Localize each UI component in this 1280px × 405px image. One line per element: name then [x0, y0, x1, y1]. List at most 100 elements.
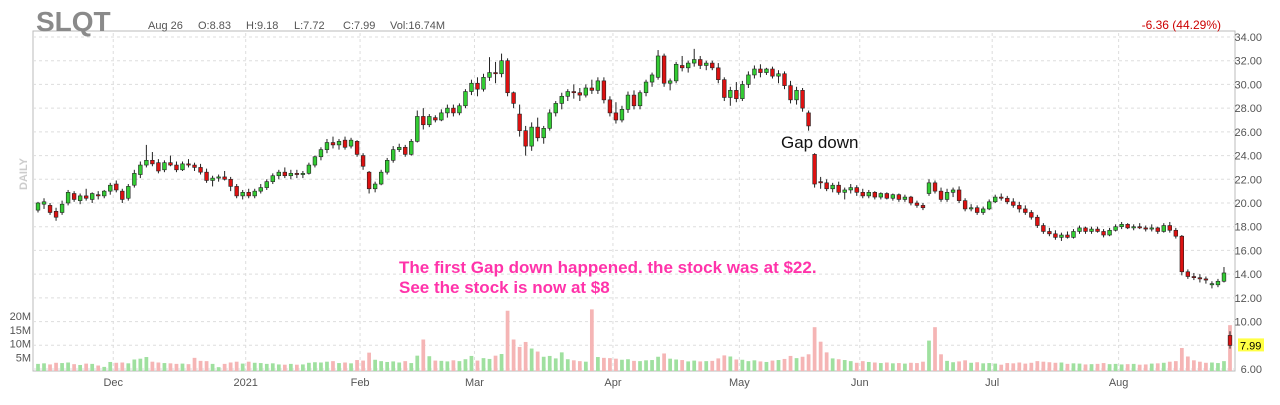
candle[interactable]	[228, 176, 233, 192]
candle[interactable]	[1065, 231, 1070, 239]
candle[interactable]	[421, 108, 426, 130]
candle[interactable]	[649, 72, 655, 87]
candle[interactable]	[469, 79, 474, 96]
candle[interactable]	[463, 89, 468, 109]
candle[interactable]	[415, 110, 420, 143]
candle[interactable]	[53, 207, 59, 221]
candle[interactable]	[1221, 267, 1227, 283]
candle[interactable]	[571, 84, 576, 99]
candle[interactable]	[1131, 224, 1136, 231]
candle[interactable]	[770, 66, 775, 79]
candle[interactable]	[126, 184, 131, 201]
candle[interactable]	[114, 180, 119, 193]
candle[interactable]	[65, 189, 71, 206]
candle[interactable]	[505, 58, 510, 97]
candle[interactable]	[710, 60, 715, 71]
candle[interactable]	[1095, 226, 1100, 233]
candle[interactable]	[499, 53, 504, 78]
candle[interactable]	[35, 201, 41, 213]
candle[interactable]	[860, 188, 865, 199]
candle[interactable]	[1041, 223, 1046, 234]
candle[interactable]	[258, 184, 263, 194]
candle[interactable]	[1017, 201, 1022, 213]
candle[interactable]	[619, 105, 625, 123]
candle[interactable]	[1203, 276, 1209, 284]
candle[interactable]	[661, 53, 667, 87]
candle[interactable]	[168, 155, 173, 167]
candle[interactable]	[716, 63, 721, 84]
candle[interactable]	[475, 77, 480, 97]
candle[interactable]	[487, 57, 492, 81]
candle[interactable]	[1113, 224, 1118, 232]
candle[interactable]	[679, 55, 685, 72]
candle[interactable]	[535, 117, 540, 142]
candle[interactable]	[932, 180, 938, 194]
candle[interactable]	[132, 169, 137, 188]
candle[interactable]	[872, 191, 877, 200]
candle[interactable]	[150, 152, 155, 167]
candle[interactable]	[643, 79, 649, 97]
candle[interactable]	[1191, 272, 1197, 281]
candle[interactable]	[764, 67, 769, 75]
candle[interactable]	[360, 153, 366, 170]
candle[interactable]	[637, 90, 643, 110]
candle[interactable]	[222, 170, 227, 181]
candle[interactable]	[553, 101, 558, 117]
candle[interactable]	[71, 191, 77, 202]
candle[interactable]	[667, 78, 673, 91]
candle[interactable]	[981, 206, 986, 215]
candle[interactable]	[818, 176, 823, 189]
candle[interactable]	[192, 162, 197, 171]
candle[interactable]	[276, 169, 281, 180]
candle[interactable]	[427, 114, 432, 128]
candle[interactable]	[625, 91, 631, 113]
candle[interactable]	[914, 200, 920, 208]
candle[interactable]	[330, 136, 336, 149]
candle[interactable]	[1119, 221, 1124, 230]
candle[interactable]	[529, 122, 534, 151]
candle[interactable]	[451, 104, 456, 117]
candle[interactable]	[162, 160, 167, 173]
candle[interactable]	[601, 77, 607, 104]
candle[interactable]	[794, 86, 799, 105]
candle[interactable]	[920, 203, 926, 211]
candle[interactable]	[41, 198, 47, 209]
candle[interactable]	[1035, 214, 1040, 228]
candle[interactable]	[174, 161, 179, 173]
candle[interactable]	[1161, 223, 1166, 233]
candle[interactable]	[1149, 224, 1154, 232]
candle[interactable]	[523, 125, 528, 156]
candle[interactable]	[704, 60, 709, 71]
candle[interactable]	[96, 191, 101, 200]
candle[interactable]	[1209, 281, 1215, 289]
candle[interactable]	[776, 70, 781, 84]
candle[interactable]	[842, 187, 847, 200]
candle[interactable]	[481, 73, 486, 92]
candle[interactable]	[1053, 230, 1058, 240]
candle[interactable]	[1173, 227, 1178, 239]
candle[interactable]	[782, 71, 787, 90]
candle[interactable]	[252, 188, 257, 199]
candle[interactable]	[138, 161, 143, 179]
candle[interactable]	[595, 77, 601, 94]
candle[interactable]	[908, 195, 914, 206]
candle[interactable]	[956, 186, 962, 203]
candle[interactable]	[240, 189, 245, 200]
candle[interactable]	[728, 86, 733, 106]
candle[interactable]	[288, 169, 294, 180]
candle[interactable]	[300, 170, 306, 179]
candle[interactable]	[1125, 223, 1130, 230]
candle[interactable]	[409, 138, 414, 156]
candle[interactable]	[999, 193, 1004, 201]
candle[interactable]	[740, 80, 745, 102]
candle[interactable]	[1215, 278, 1221, 288]
candle[interactable]	[186, 159, 191, 168]
candle[interactable]	[698, 55, 703, 70]
candle[interactable]	[366, 170, 372, 194]
candle[interactable]	[336, 138, 342, 150]
candle[interactable]	[836, 181, 841, 195]
candle[interactable]	[1227, 331, 1233, 349]
candle[interactable]	[342, 136, 348, 150]
candle[interactable]	[83, 188, 89, 201]
